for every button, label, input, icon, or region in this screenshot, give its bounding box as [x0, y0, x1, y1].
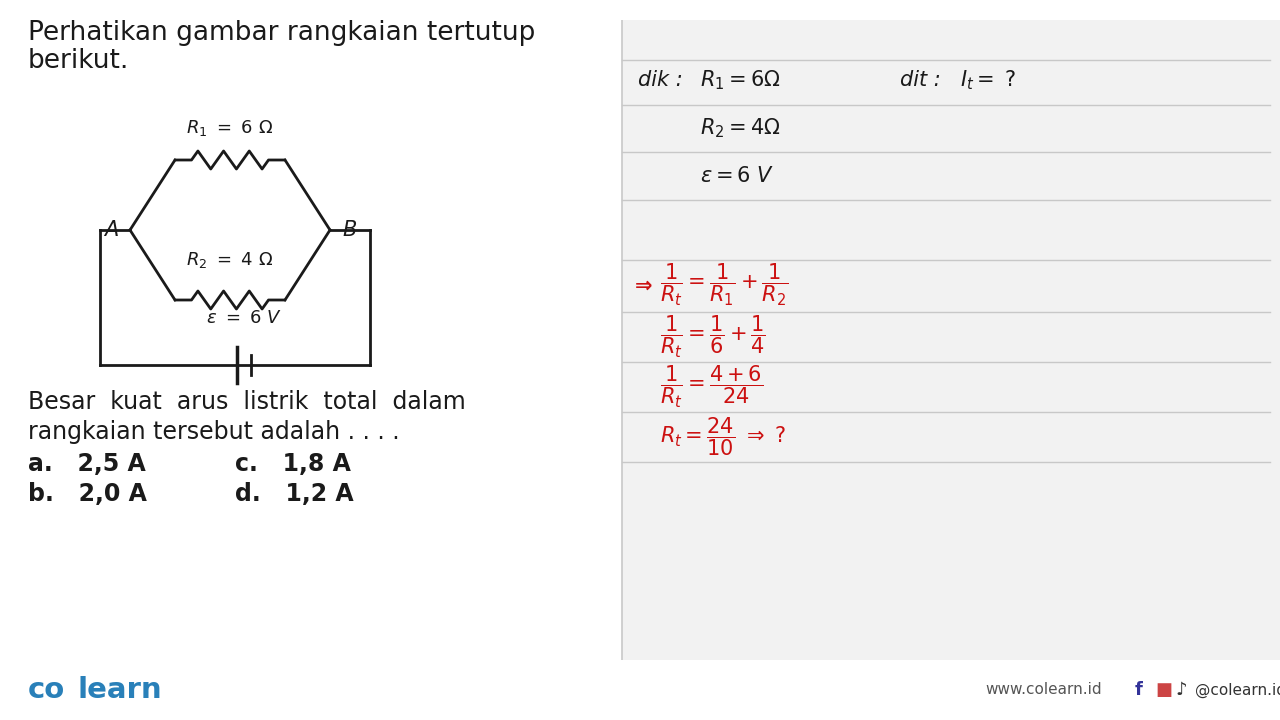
Text: A: A: [104, 220, 118, 240]
Text: d.   1,2 A: d. 1,2 A: [236, 482, 353, 506]
Text: $I_t{=}\ ?$: $I_t{=}\ ?$: [960, 68, 1016, 91]
Text: ♪: ♪: [1175, 681, 1187, 699]
Text: berikut.: berikut.: [28, 48, 129, 74]
Text: $\varepsilon\ =\ 6\ V$: $\varepsilon\ =\ 6\ V$: [206, 309, 282, 327]
Text: Perhatikan gambar rangkaian tertutup: Perhatikan gambar rangkaian tertutup: [28, 20, 535, 46]
Text: $\varepsilon = 6\ V$: $\varepsilon = 6\ V$: [700, 166, 774, 186]
Text: $\dfrac{1}{R_t} = \dfrac{1}{R_1} + \dfrac{1}{R_2}$: $\dfrac{1}{R_t} = \dfrac{1}{R_1} + \dfra…: [660, 262, 788, 308]
Text: $\dfrac{1}{R_t} = \dfrac{1}{6} + \dfrac{1}{4}$: $\dfrac{1}{R_t} = \dfrac{1}{6} + \dfrac{…: [660, 314, 765, 360]
Text: $R_1 = 6\Omega$: $R_1 = 6\Omega$: [700, 68, 781, 91]
Text: $R_2 = 4\Omega$: $R_2 = 4\Omega$: [700, 116, 781, 140]
Text: learn: learn: [78, 676, 163, 704]
Text: $R_t = \dfrac{24}{10}\ \Rightarrow\ ?$: $R_t = \dfrac{24}{10}\ \Rightarrow\ ?$: [660, 415, 786, 458]
Text: co: co: [28, 676, 65, 704]
Text: @colearn.id: @colearn.id: [1196, 683, 1280, 698]
Text: dit :: dit :: [900, 70, 941, 90]
Text: ■: ■: [1155, 681, 1172, 699]
Text: c.   1,8 A: c. 1,8 A: [236, 452, 351, 476]
Text: $R_2\ =\ 4\ \Omega$: $R_2\ =\ 4\ \Omega$: [187, 250, 274, 270]
Text: f: f: [1135, 681, 1143, 699]
Bar: [0, 660, 1280, 720]
Text: a.   2,5 A: a. 2,5 A: [28, 452, 146, 476]
Bar: [622, 0, 1280, 660]
Text: B: B: [342, 220, 356, 240]
Text: $\dfrac{1}{R_t} = \dfrac{4+6}{24}$: $\dfrac{1}{R_t} = \dfrac{4+6}{24}$: [660, 364, 763, 410]
Text: www.colearn.id: www.colearn.id: [986, 683, 1102, 698]
Text: rangkaian tersebut adalah . . . .: rangkaian tersebut adalah . . . .: [28, 420, 399, 444]
Text: b.   2,0 A: b. 2,0 A: [28, 482, 147, 506]
Bar: [0, 0, 622, 660]
Text: Besar  kuat  arus  listrik  total  dalam: Besar kuat arus listrik total dalam: [28, 390, 466, 414]
Text: $\mathbf{\Rightarrow}$: $\mathbf{\Rightarrow}$: [630, 275, 653, 295]
Bar: [0, 0, 1280, 20]
Text: $R_1\ =\ 6\ \Omega$: $R_1\ =\ 6\ \Omega$: [187, 118, 274, 138]
Text: dik :: dik :: [637, 70, 682, 90]
